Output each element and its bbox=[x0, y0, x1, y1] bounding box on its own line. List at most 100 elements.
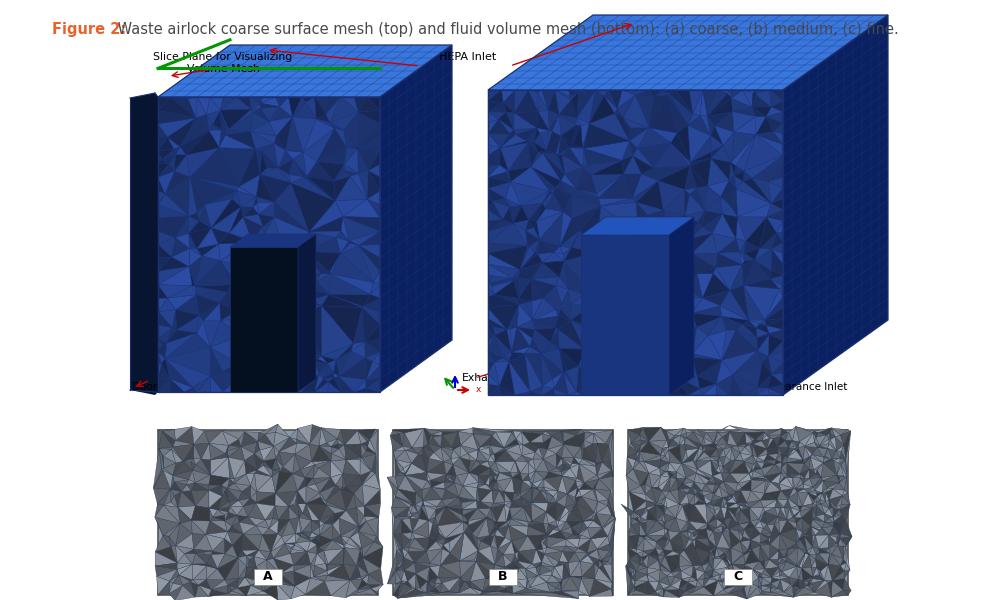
Polygon shape bbox=[683, 482, 694, 488]
Polygon shape bbox=[470, 562, 486, 581]
Polygon shape bbox=[842, 515, 846, 525]
Polygon shape bbox=[243, 214, 263, 227]
Polygon shape bbox=[739, 524, 744, 531]
Polygon shape bbox=[708, 316, 727, 335]
Polygon shape bbox=[643, 215, 668, 242]
Polygon shape bbox=[297, 439, 310, 444]
Polygon shape bbox=[643, 242, 652, 250]
Polygon shape bbox=[752, 155, 783, 178]
Polygon shape bbox=[511, 327, 517, 352]
Polygon shape bbox=[768, 447, 778, 454]
Polygon shape bbox=[669, 313, 692, 328]
Polygon shape bbox=[743, 550, 748, 555]
Polygon shape bbox=[536, 549, 545, 554]
Polygon shape bbox=[165, 333, 210, 359]
Polygon shape bbox=[594, 579, 612, 589]
Polygon shape bbox=[307, 541, 317, 551]
Polygon shape bbox=[158, 124, 160, 137]
Polygon shape bbox=[648, 505, 657, 521]
Polygon shape bbox=[628, 280, 669, 311]
Polygon shape bbox=[692, 335, 722, 360]
Polygon shape bbox=[495, 565, 505, 568]
Polygon shape bbox=[580, 553, 588, 562]
Polygon shape bbox=[225, 515, 237, 526]
Polygon shape bbox=[410, 538, 415, 547]
Polygon shape bbox=[677, 274, 703, 298]
Polygon shape bbox=[365, 338, 380, 352]
Polygon shape bbox=[837, 475, 844, 478]
Polygon shape bbox=[744, 505, 746, 506]
Polygon shape bbox=[784, 557, 787, 562]
Polygon shape bbox=[730, 432, 745, 446]
Polygon shape bbox=[569, 147, 584, 148]
Polygon shape bbox=[223, 363, 239, 375]
Polygon shape bbox=[644, 548, 656, 555]
Polygon shape bbox=[773, 437, 780, 446]
Polygon shape bbox=[395, 460, 400, 476]
Polygon shape bbox=[163, 463, 176, 475]
Polygon shape bbox=[587, 527, 602, 539]
Polygon shape bbox=[533, 452, 543, 459]
Polygon shape bbox=[753, 444, 757, 457]
Polygon shape bbox=[745, 505, 749, 508]
Polygon shape bbox=[721, 466, 723, 473]
Polygon shape bbox=[547, 131, 561, 151]
Polygon shape bbox=[722, 578, 732, 589]
Polygon shape bbox=[478, 482, 486, 485]
Polygon shape bbox=[561, 431, 563, 442]
Polygon shape bbox=[481, 445, 490, 448]
Polygon shape bbox=[584, 444, 595, 463]
Polygon shape bbox=[723, 466, 729, 473]
Polygon shape bbox=[155, 552, 177, 566]
Polygon shape bbox=[309, 231, 341, 238]
Polygon shape bbox=[320, 493, 326, 501]
Polygon shape bbox=[632, 590, 648, 595]
Polygon shape bbox=[191, 462, 196, 470]
Polygon shape bbox=[600, 202, 638, 233]
Polygon shape bbox=[315, 382, 328, 392]
Polygon shape bbox=[488, 352, 502, 362]
Polygon shape bbox=[229, 506, 237, 515]
Polygon shape bbox=[805, 442, 817, 448]
Polygon shape bbox=[350, 577, 362, 580]
Polygon shape bbox=[153, 469, 163, 488]
Polygon shape bbox=[780, 428, 787, 435]
Polygon shape bbox=[664, 528, 668, 536]
Polygon shape bbox=[815, 481, 823, 493]
Polygon shape bbox=[453, 464, 469, 475]
Polygon shape bbox=[219, 242, 252, 260]
Polygon shape bbox=[431, 434, 433, 437]
Polygon shape bbox=[672, 571, 681, 577]
Polygon shape bbox=[371, 589, 378, 595]
Polygon shape bbox=[688, 125, 711, 163]
Polygon shape bbox=[505, 444, 522, 455]
Polygon shape bbox=[551, 567, 555, 575]
Polygon shape bbox=[829, 500, 835, 508]
Polygon shape bbox=[523, 503, 531, 507]
Polygon shape bbox=[664, 526, 668, 530]
Polygon shape bbox=[236, 389, 249, 392]
Polygon shape bbox=[846, 547, 850, 570]
Polygon shape bbox=[628, 263, 669, 290]
Polygon shape bbox=[274, 432, 290, 446]
Polygon shape bbox=[572, 206, 600, 230]
Polygon shape bbox=[189, 470, 195, 483]
Polygon shape bbox=[370, 429, 378, 439]
Polygon shape bbox=[753, 455, 757, 461]
Polygon shape bbox=[733, 494, 737, 503]
Polygon shape bbox=[789, 508, 794, 516]
Polygon shape bbox=[656, 503, 664, 505]
Polygon shape bbox=[512, 561, 517, 565]
Polygon shape bbox=[712, 547, 716, 552]
Polygon shape bbox=[756, 388, 770, 395]
Polygon shape bbox=[781, 457, 787, 463]
Polygon shape bbox=[731, 90, 752, 107]
Polygon shape bbox=[760, 544, 770, 559]
Polygon shape bbox=[682, 463, 696, 478]
Polygon shape bbox=[694, 504, 707, 524]
Polygon shape bbox=[562, 458, 570, 465]
Polygon shape bbox=[285, 251, 305, 277]
Polygon shape bbox=[658, 556, 665, 563]
Polygon shape bbox=[512, 584, 526, 593]
Polygon shape bbox=[158, 130, 167, 137]
